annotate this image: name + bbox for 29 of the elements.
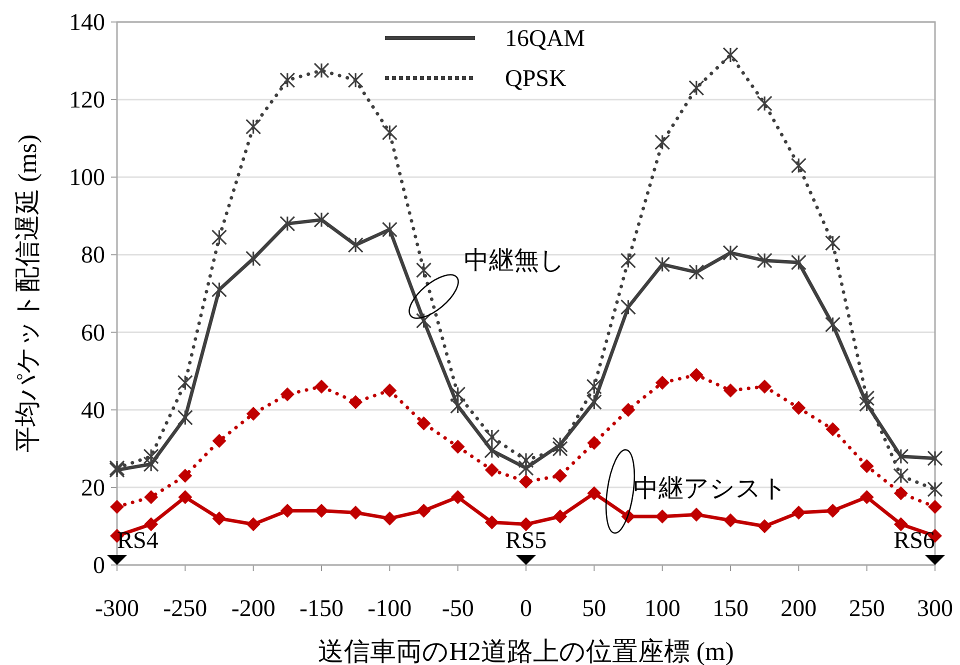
y-tick-label: 40 <box>81 398 105 424</box>
annotation: RS5 <box>505 528 547 554</box>
x-tick-label: -50 <box>442 596 474 622</box>
y-tick-label: 100 <box>69 165 105 192</box>
annotation: 中継無し <box>464 246 565 274</box>
x-tick-label: -150 <box>300 596 344 622</box>
x-tick-label: 200 <box>780 596 817 622</box>
y-tick-label: 0 <box>93 553 105 579</box>
legend-label: QPSK <box>505 66 568 92</box>
x-tick-label: 250 <box>848 596 885 622</box>
y-tick-label: 140 <box>69 10 105 36</box>
x-tick-label: -250 <box>163 596 208 622</box>
x-tick-label: -100 <box>368 596 412 622</box>
y-tick-label: 60 <box>81 320 105 346</box>
x-tick-label: 50 <box>582 596 606 622</box>
x-tick-label: 0 <box>520 596 532 622</box>
y-tick-label: 120 <box>69 88 105 114</box>
x-tick-label: 150 <box>712 596 748 622</box>
legend-label: 16QAM <box>505 26 586 52</box>
x-tick-label: -200 <box>231 596 276 622</box>
annotation: 中継アシスト <box>633 473 788 502</box>
annotation: RS4 <box>117 528 158 554</box>
x-tick-label: 100 <box>644 596 680 622</box>
x-tick-label: -300 <box>95 596 139 622</box>
y-tick-label: 80 <box>81 242 105 269</box>
x-tick-label: 300 <box>917 596 953 622</box>
y-axis-title: 平均パケット配信遅延 (ms) <box>13 134 42 453</box>
y-tick-label: 20 <box>81 475 105 502</box>
annotation: RS6 <box>894 528 935 554</box>
